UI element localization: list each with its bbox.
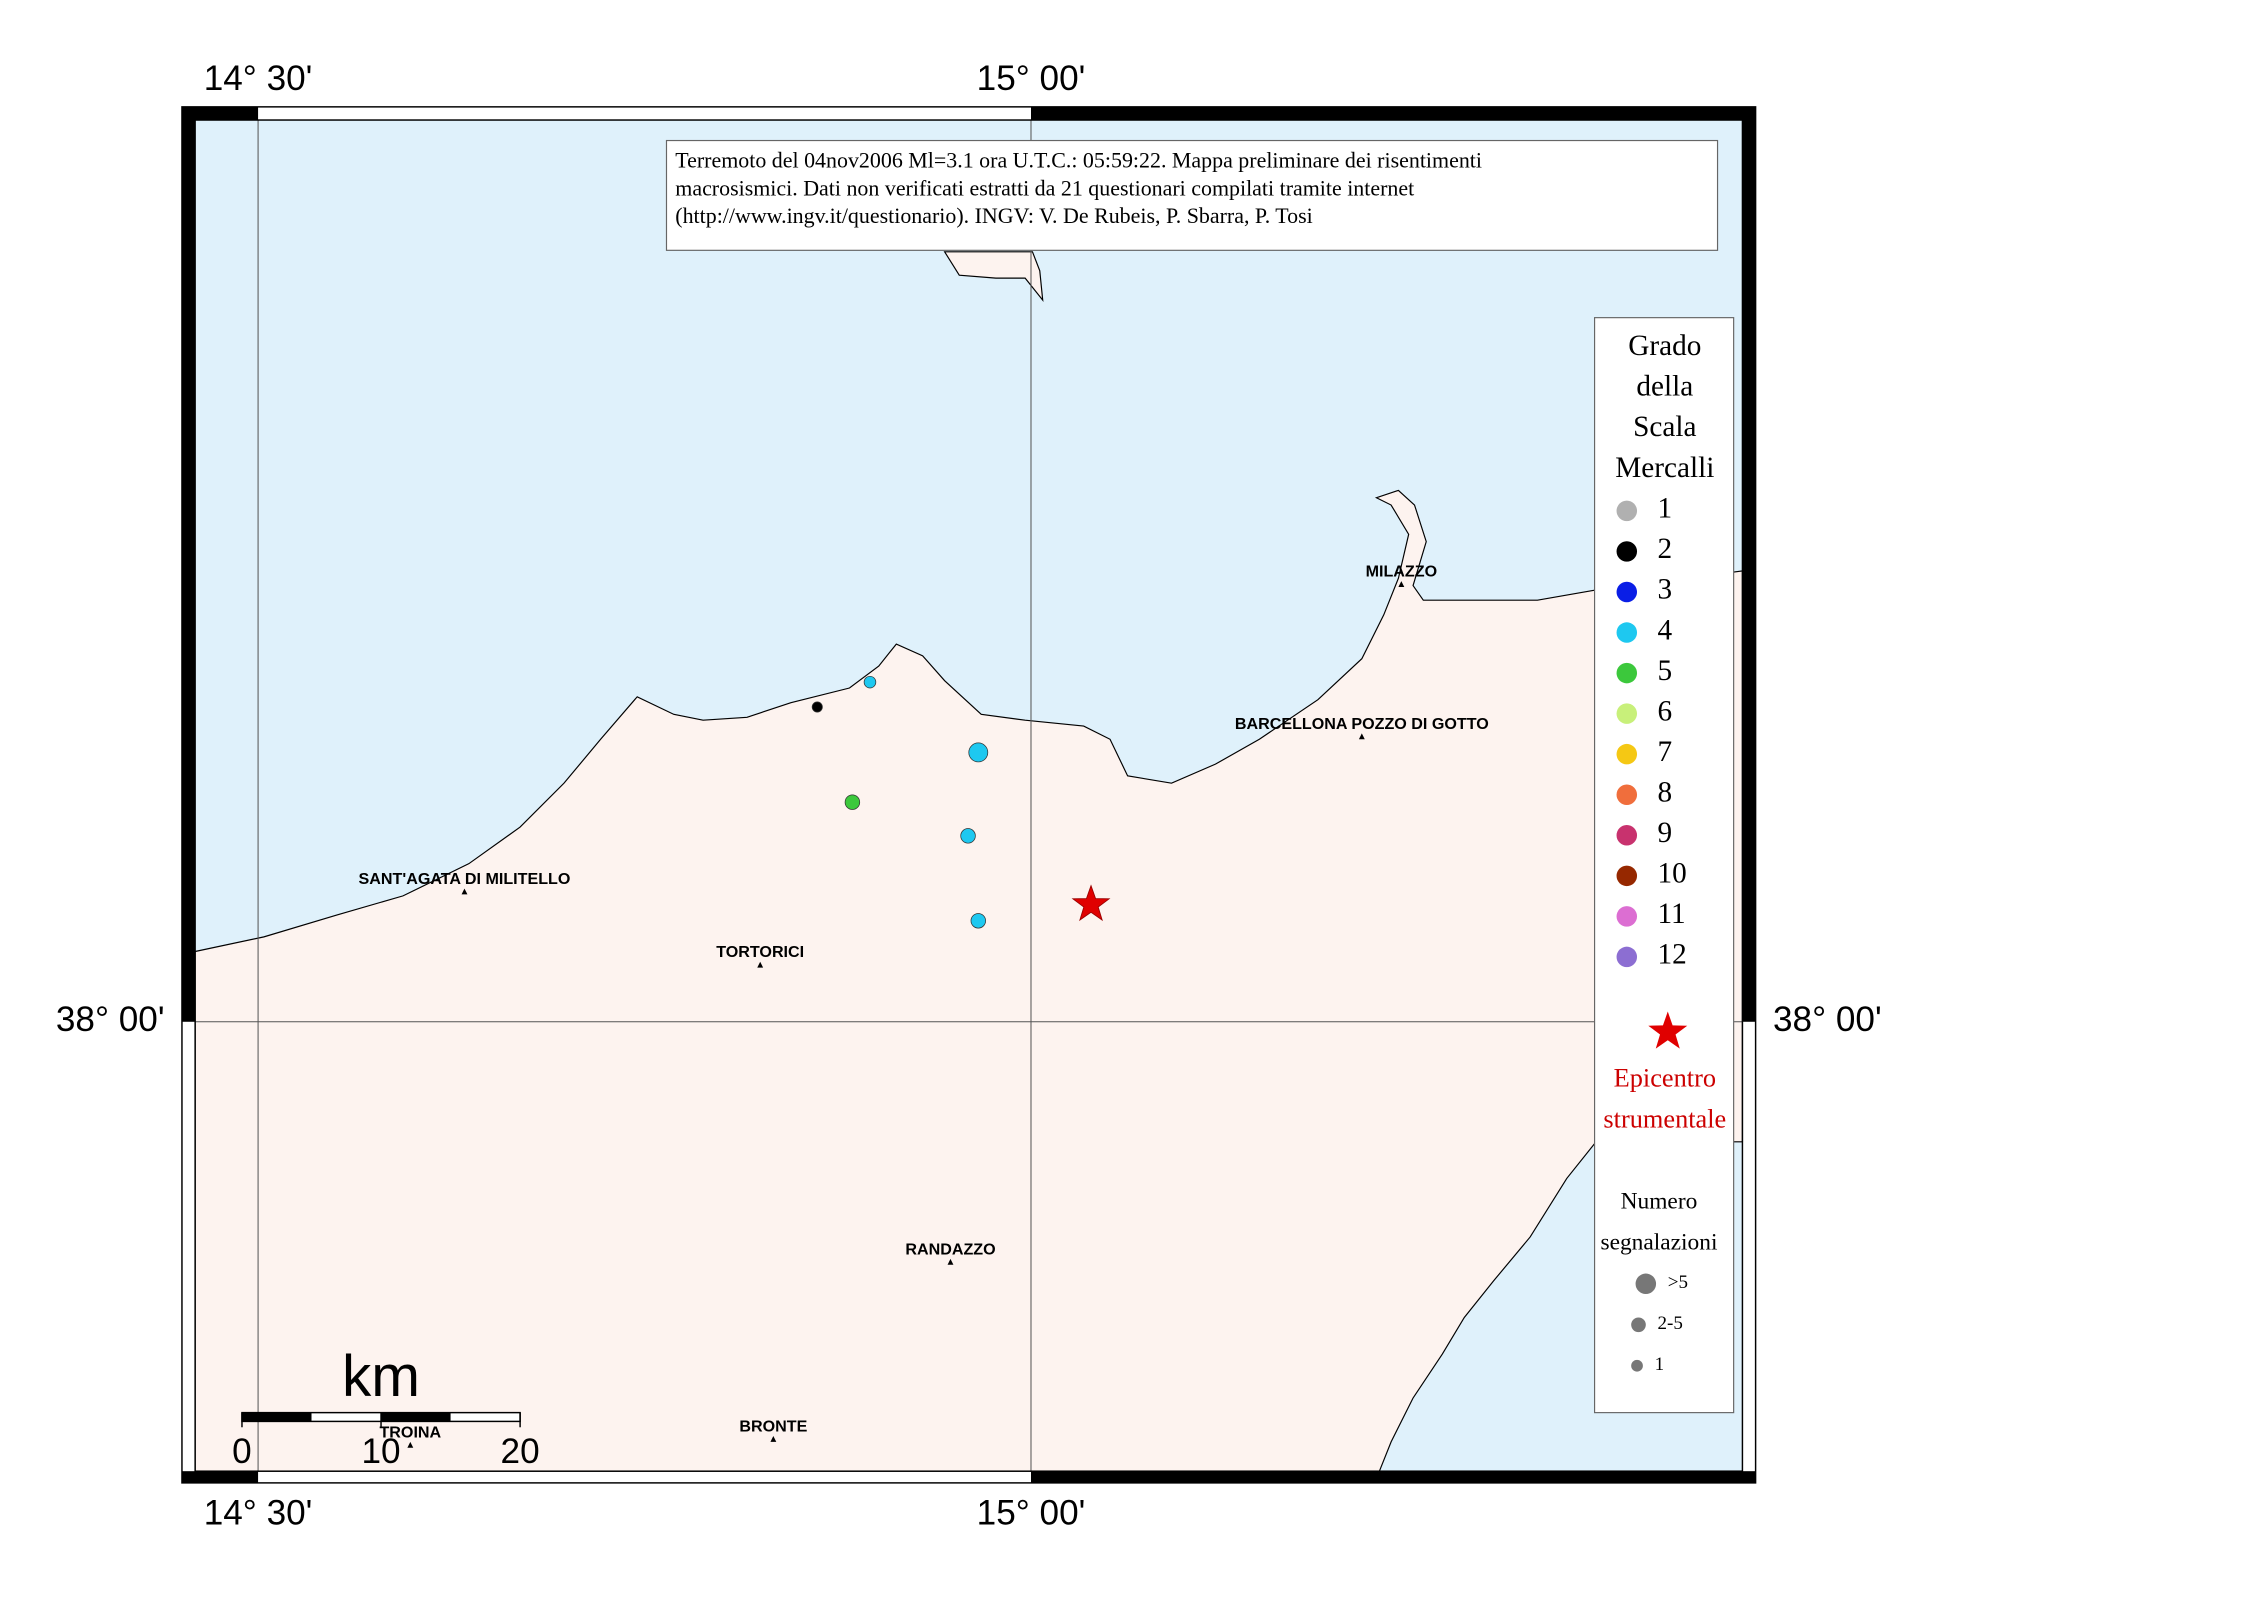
legend-swatch (1616, 622, 1638, 643)
legend-label: 10 (1658, 858, 1687, 890)
legend-label: 1 (1658, 493, 1673, 525)
lat-label: 38° 00' (1773, 1000, 1882, 1039)
legend-label: 4 (1658, 614, 1673, 646)
legend (1593, 317, 1735, 1414)
city-marker (1398, 581, 1405, 588)
legend-swatch (1616, 662, 1638, 684)
report-point (960, 828, 976, 844)
scale-label: 0 (232, 1432, 252, 1471)
title-box: Terremoto del 04nov2006 Ml=3.1 ora U.T.C… (665, 139, 1719, 251)
frame (181, 106, 1757, 1484)
land (194, 489, 1744, 1472)
lon-label: 15° 00' (977, 59, 1086, 98)
legend-title: Grado (1628, 330, 1701, 362)
legend-swatch (1616, 906, 1638, 927)
legend-swatch (1616, 703, 1638, 724)
legend-title: Scala (1633, 411, 1696, 443)
scale-label: 20 (501, 1432, 540, 1471)
city-label: BRONTE (739, 1418, 807, 1436)
legend-count-title: segnalazioni (1600, 1230, 1717, 1256)
report-point (863, 675, 877, 689)
city-label: BARCELLONA POZZO DI GOTTO (1235, 715, 1489, 733)
legend-swatch (1616, 743, 1638, 765)
legend-swatch (1616, 581, 1638, 603)
legend-swatch (1616, 865, 1638, 887)
legend-title: Mercalli (1615, 452, 1714, 484)
legend-swatch (1616, 784, 1638, 805)
legend-swatch (1616, 825, 1638, 846)
report-point (844, 794, 861, 810)
legend-label: 5 (1658, 655, 1673, 687)
scale-unit: km (342, 1344, 420, 1409)
lon-label: 15° 00' (977, 1493, 1086, 1532)
legend-label: 12 (1658, 939, 1687, 971)
legend-size-swatch (1631, 1317, 1646, 1333)
lon-label: 14° 30' (204, 59, 313, 98)
legend-epicenter (1648, 1011, 1688, 1049)
report-point (811, 701, 823, 713)
city-marker (770, 1436, 777, 1442)
legend-title: della (1636, 371, 1693, 403)
city-label: SANT'AGATA DI MILITELLO (359, 870, 571, 888)
legend-label: 2 (1658, 533, 1673, 565)
legend-swatch (1616, 541, 1638, 562)
title-line: (http://www.ingv.it/questionario). INGV:… (675, 203, 1312, 228)
title-line: macrosismici. Dati non verificati estrat… (675, 175, 1414, 200)
city-label: MILAZZO (1366, 563, 1438, 581)
legend-epicenter-label: strumentale (1603, 1104, 1726, 1133)
lon-label: 14° 30' (204, 1493, 313, 1532)
legend-size-swatch (1631, 1359, 1643, 1372)
city-marker (407, 1441, 414, 1448)
legend-label: 7 (1658, 736, 1673, 768)
legend-size-label: >5 (1668, 1272, 1688, 1293)
legend-label: 8 (1658, 776, 1673, 808)
city-marker (947, 1258, 954, 1265)
city-marker (461, 888, 468, 895)
report-point (970, 913, 986, 929)
legend-epicenter-label: Epicentro (1614, 1063, 1716, 1092)
city-marker (757, 961, 764, 968)
report-point (968, 742, 989, 763)
lat-label: 38° 00' (56, 1000, 165, 1039)
legend-size-swatch (1635, 1273, 1657, 1295)
city-label: TORTORICI (716, 943, 804, 961)
scale-label: 10 (362, 1432, 401, 1471)
epicenter (1071, 884, 1111, 922)
city-label: TROINA (379, 1423, 441, 1441)
title-line: Terremoto del 04nov2006 Ml=3.1 ora U.T.C… (675, 148, 1482, 173)
legend-swatch (1616, 500, 1638, 522)
legend-label: 3 (1658, 574, 1673, 606)
legend-swatch (1616, 946, 1638, 968)
legend-label: 11 (1658, 898, 1686, 930)
island (943, 251, 1044, 303)
city-marker (1358, 733, 1365, 740)
legend-size-label: 2-5 (1658, 1313, 1683, 1334)
legend-count-title: Numero (1621, 1189, 1698, 1215)
legend-label: 6 (1658, 695, 1673, 727)
legend-label: 9 (1658, 817, 1673, 849)
city-label: RANDAZZO (905, 1240, 995, 1258)
legend-size-label: 1 (1655, 1354, 1665, 1375)
